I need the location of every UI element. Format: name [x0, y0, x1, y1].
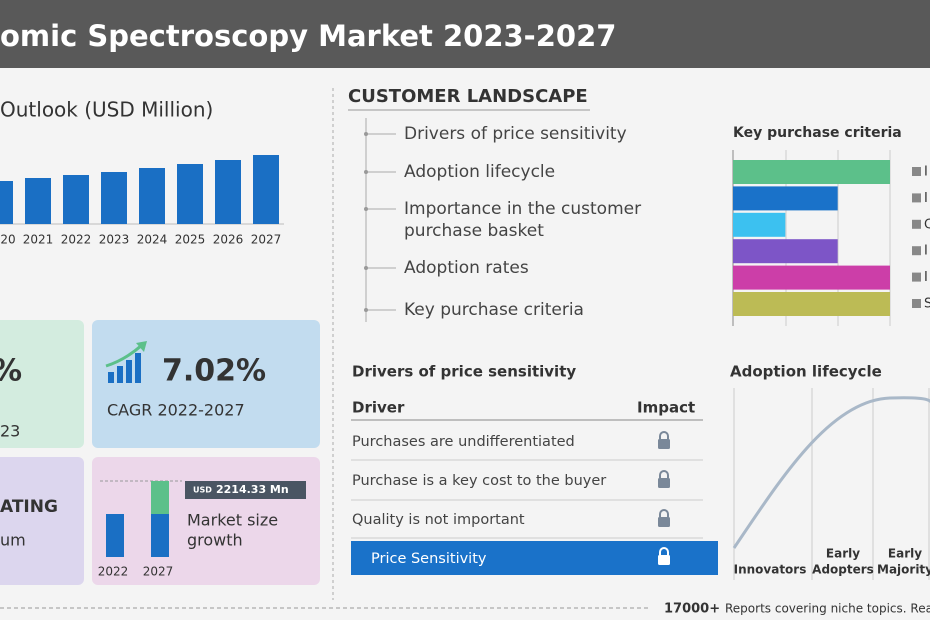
legend-label: I [924, 244, 928, 259]
x-tick-label: 20 [0, 233, 15, 247]
list-item: Drivers of price sensitivity [404, 124, 627, 144]
table-title: Drivers of price sensitivity [352, 363, 576, 381]
table-lines [351, 419, 703, 539]
list-item: Key purchase criteria [404, 300, 584, 320]
chart-title: Market size [187, 511, 278, 530]
legend-label: S [924, 297, 930, 312]
stat-label: CAGR 2022-2027 [107, 401, 245, 420]
growth-icon [105, 341, 147, 383]
stage-label: Adopters [812, 563, 874, 577]
stat-box [92, 320, 320, 448]
legend-swatch [912, 167, 921, 176]
bar [0, 181, 13, 224]
bar [215, 160, 241, 224]
column-header: Impact [637, 399, 695, 417]
timeline-dot [364, 132, 368, 136]
chart-title: Adoption lifecycle [730, 363, 882, 381]
list-item: Adoption rates [404, 258, 529, 278]
x-tick-label: 2026 [213, 233, 244, 247]
legend-swatch [912, 246, 921, 256]
timeline-dot [364, 308, 368, 312]
timeline-dot [364, 266, 368, 270]
bar [253, 155, 279, 224]
value-badge [185, 481, 306, 499]
highlight-row [351, 541, 718, 575]
bar [733, 265, 890, 290]
stat-box [0, 320, 84, 448]
bar-segment [151, 481, 169, 515]
section-title: CUSTOMER LANDSCAPE [348, 86, 588, 107]
legend-swatch [912, 219, 921, 229]
x-tick-label: 2022 [61, 233, 92, 247]
stage-label: Innovators [734, 563, 807, 577]
lock-icon [658, 517, 670, 527]
footer-count: 17000+ [664, 602, 720, 617]
bar [177, 164, 203, 224]
legend-label: I [924, 165, 928, 180]
x-tick-label: 2023 [99, 233, 130, 247]
stage-label: Majority [877, 563, 930, 577]
table-cell: Purchases are undifferentiated [352, 434, 575, 450]
legend-swatch [912, 193, 921, 203]
stat-box [0, 457, 84, 585]
x-tick-label: 2021 [23, 233, 54, 247]
table-cell: Quality is not important [352, 512, 525, 528]
stat-label: um [0, 531, 26, 550]
currency: USD [193, 486, 212, 495]
timeline-dot [364, 207, 368, 211]
lock-icon [659, 470, 669, 478]
stat-label: 23 [0, 422, 20, 441]
list-item: Adoption lifecycle [404, 162, 555, 182]
list-item: purchase basket [404, 221, 544, 241]
legend-label: C [924, 217, 930, 232]
bar [63, 175, 89, 224]
legend-swatch [912, 299, 921, 308]
bar-segment [106, 514, 124, 557]
legend-swatch [912, 272, 921, 282]
bar [25, 178, 51, 224]
lock-icon [658, 439, 670, 449]
stat-value: % [0, 354, 22, 389]
title: omic Spectroscopy Market 2023-2027 [0, 19, 616, 53]
stage-label: Early [888, 547, 922, 561]
x-tick-label: 2027 [251, 233, 282, 247]
bar [733, 186, 838, 211]
stat-value: ATING [0, 497, 58, 517]
bar [139, 168, 165, 224]
stage-label: Early [826, 547, 860, 561]
bar [733, 292, 890, 316]
lock-icon [659, 547, 669, 555]
timeline-dot [364, 170, 368, 174]
highlight-cell: Price Sensitivity [371, 551, 487, 567]
bar [101, 172, 127, 224]
chart-title: Key purchase criteria [733, 125, 902, 141]
footer-text: Reports covering niche topics. Read [725, 602, 930, 616]
header-bar [0, 0, 930, 68]
table-cell: Purchase is a key cost to the buyer [352, 473, 606, 489]
legend-label: I [924, 191, 928, 206]
bar [733, 239, 838, 264]
x-tick-label: 2027 [143, 565, 174, 579]
stat-value: 7.02% [162, 354, 266, 389]
list-item: Importance in the customer [404, 199, 641, 219]
chart-title: Outlook (USD Million) [0, 98, 213, 122]
lifecycle-curve [732, 396, 930, 549]
x-tick-label: 2024 [137, 233, 168, 247]
lock-icon [658, 555, 670, 565]
lock-icon [658, 478, 670, 488]
bar [733, 160, 890, 184]
bar-segment [151, 514, 169, 557]
column-header: Driver [352, 399, 405, 417]
legend-label: I [924, 270, 928, 285]
chart-title: growth [187, 531, 243, 550]
lifecycle-dividers [733, 388, 930, 580]
x-tick-label: 2022 [98, 565, 129, 579]
lock-icon [659, 431, 669, 439]
value-label: 2214.33 Mn [216, 483, 289, 496]
x-tick-label: 2025 [175, 233, 206, 247]
bar [733, 212, 786, 237]
lock-icon [659, 509, 669, 517]
